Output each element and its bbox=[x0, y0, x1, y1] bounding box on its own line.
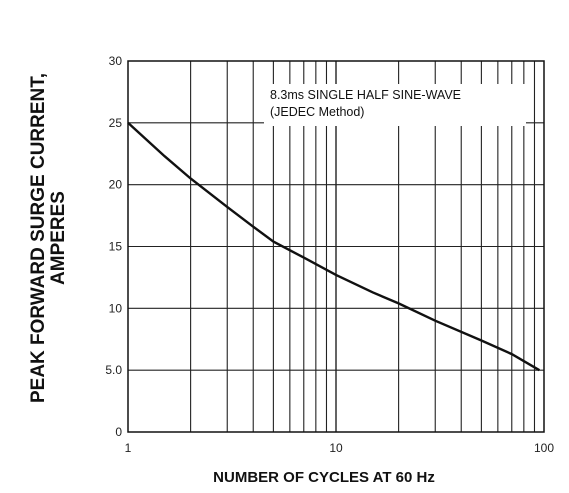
series-line bbox=[127, 121, 541, 372]
y-tick-label: 0 bbox=[115, 425, 122, 439]
y-tick-label: 30 bbox=[109, 54, 123, 68]
y-axis-label-line-1: PEAK FORWARD SURGE CURRENT, bbox=[28, 73, 49, 403]
x-tick-label: 1 bbox=[125, 441, 132, 455]
y-axis-label-line-2: AMPERES bbox=[48, 191, 69, 285]
y-tick-label: 5.0 bbox=[105, 363, 122, 377]
annotation-line-2: (JEDEC Method) bbox=[270, 105, 364, 119]
y-tick-labels: 0 5.0 10 15 20 25 30 bbox=[105, 54, 122, 439]
y-tick-label: 20 bbox=[109, 178, 123, 192]
x-axis-label: NUMBER OF CYCLES AT 60 Hz bbox=[213, 469, 435, 486]
x-tick-labels: 1 10 100 bbox=[125, 441, 555, 455]
y-tick-label: 15 bbox=[109, 240, 123, 254]
annotation-background bbox=[264, 84, 526, 126]
annotation-line-1: 8.3ms SINGLE HALF SINE-WAVE bbox=[270, 88, 461, 102]
plot-frame bbox=[127, 60, 545, 433]
y-tick-label: 10 bbox=[109, 301, 123, 315]
x-tick-label: 100 bbox=[534, 441, 554, 455]
y-tick-label: 25 bbox=[109, 116, 123, 130]
annotation-box: 8.3ms SINGLE HALF SINE-WAVE (JEDEC Metho… bbox=[264, 84, 526, 126]
x-tick-label: 10 bbox=[329, 441, 343, 455]
